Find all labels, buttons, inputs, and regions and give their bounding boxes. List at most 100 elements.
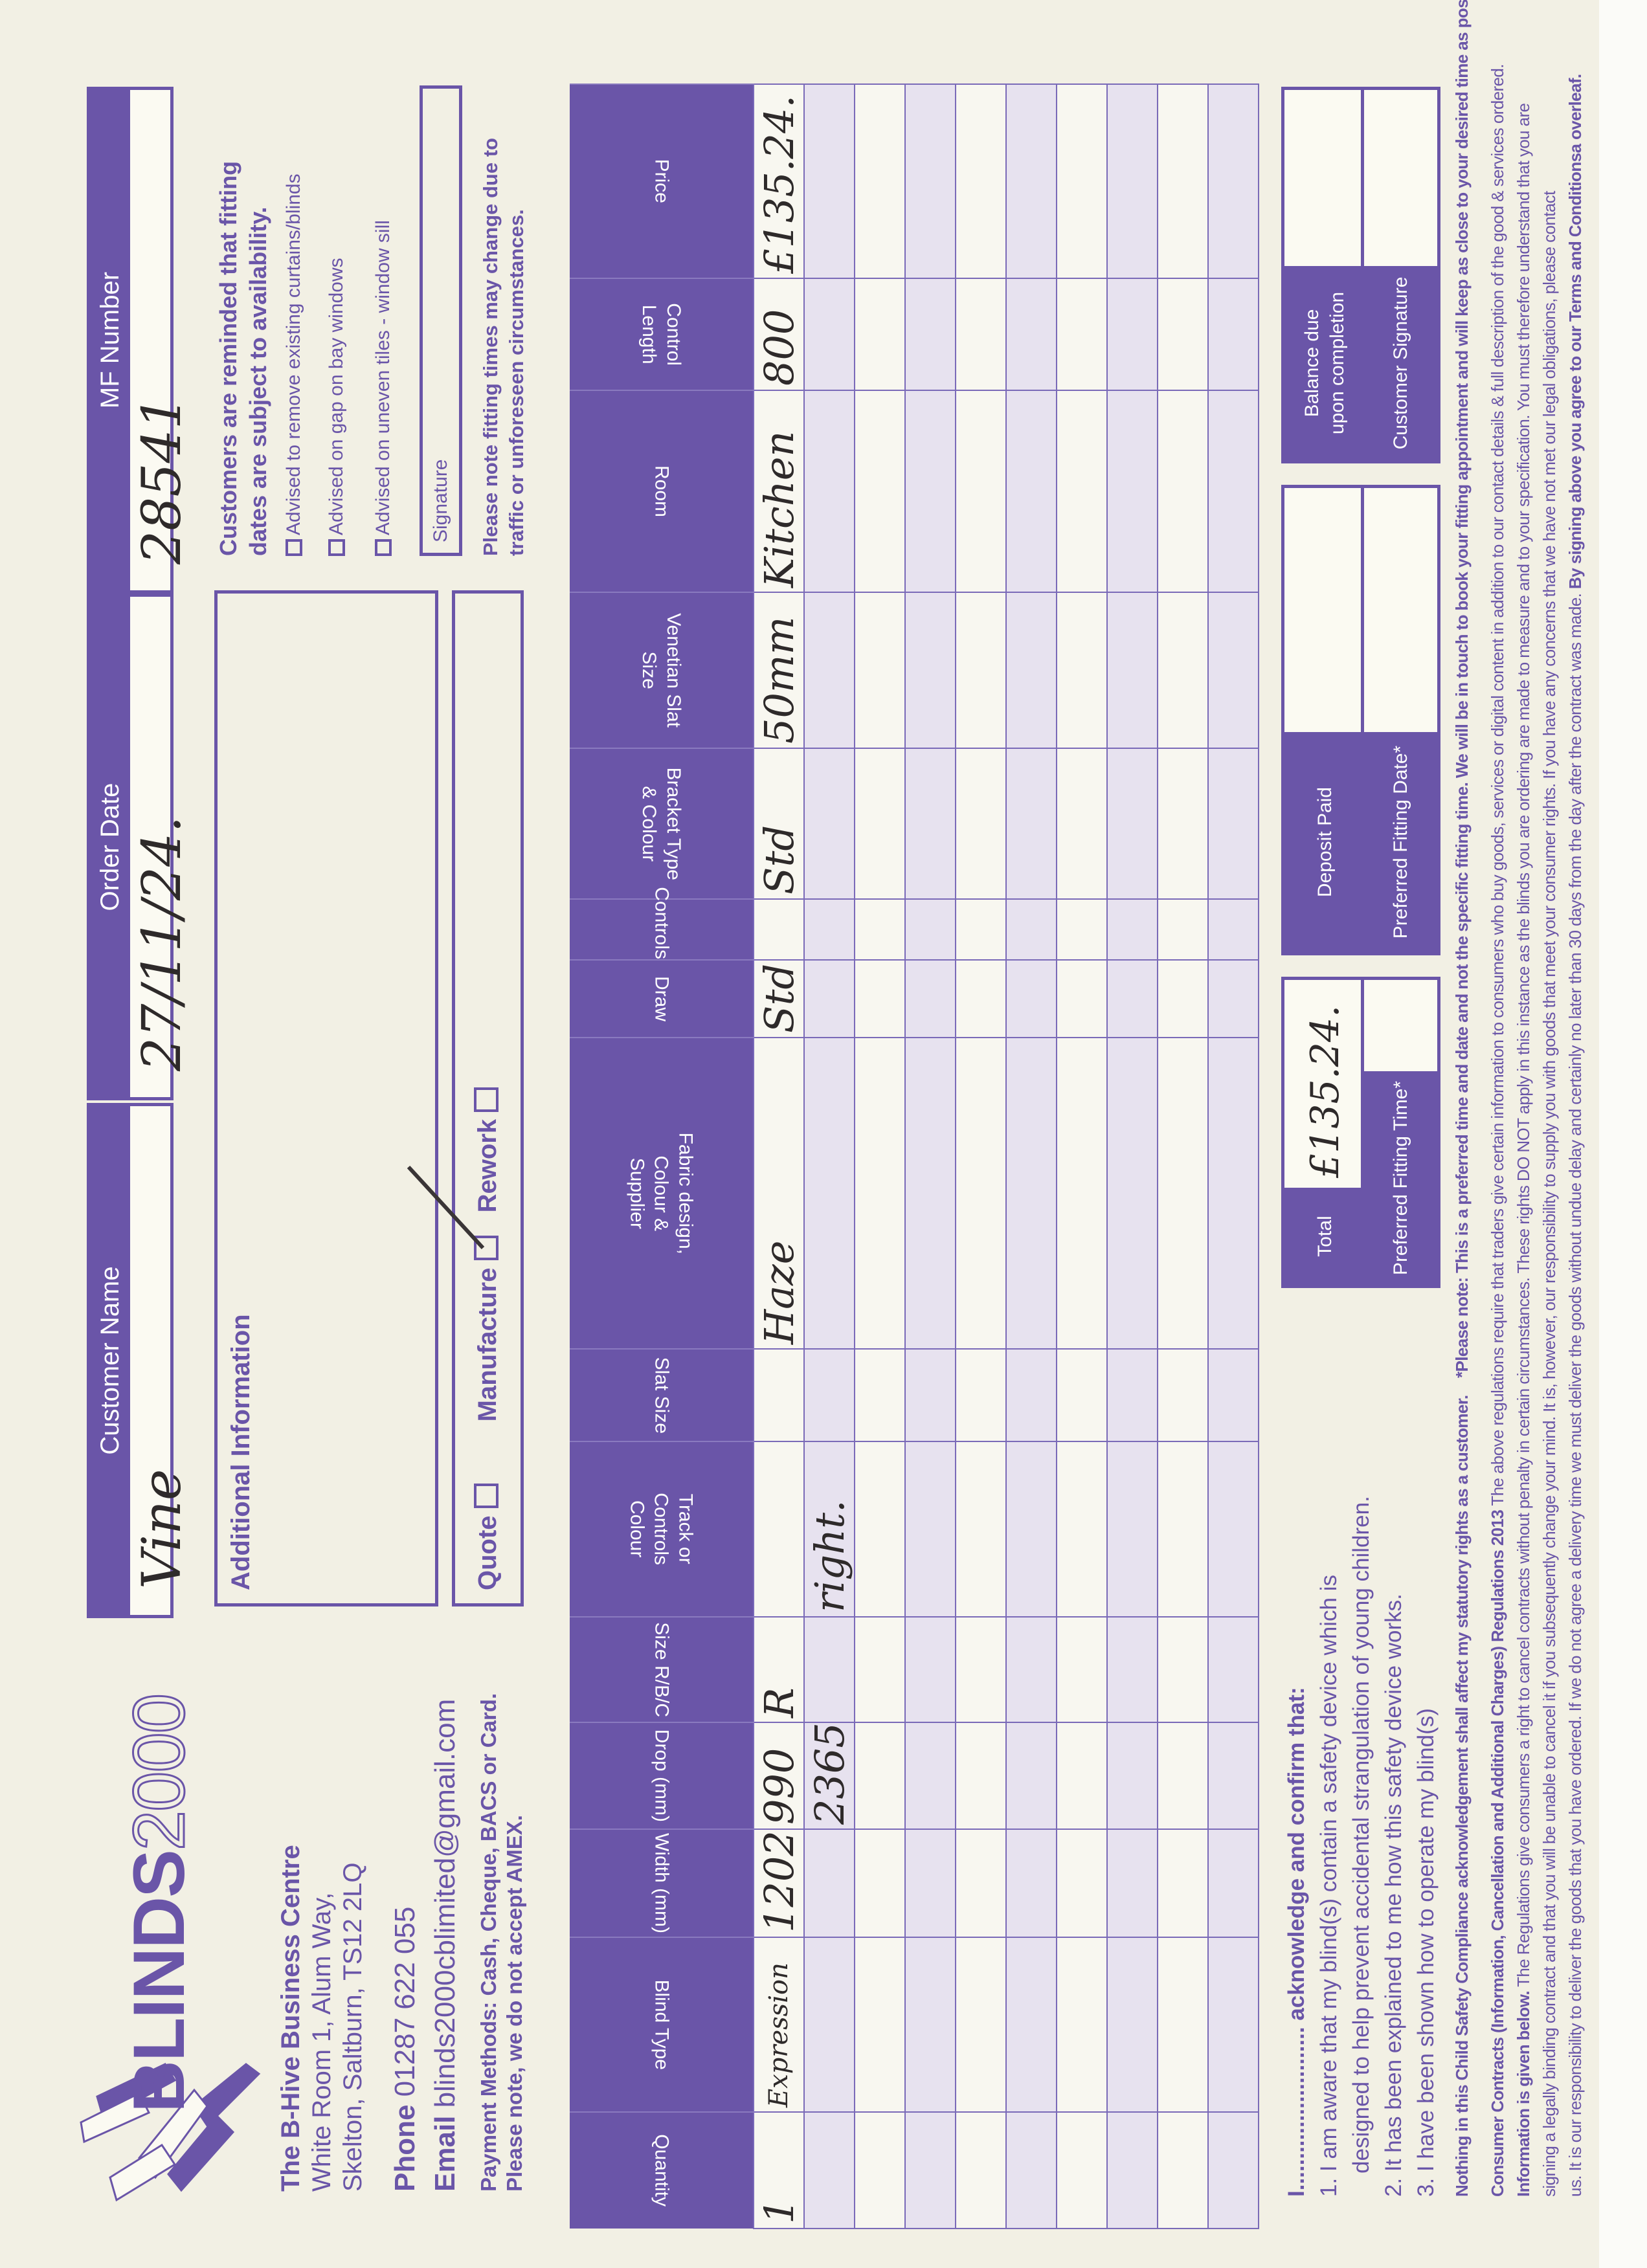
table-cell[interactable] — [855, 1829, 905, 1937]
table-cell[interactable] — [1006, 84, 1057, 278]
table-cell[interactable] — [855, 2112, 905, 2229]
table-cell[interactable] — [1006, 1722, 1057, 1829]
table-cell[interactable] — [1158, 592, 1208, 748]
table-cell[interactable] — [804, 592, 855, 748]
table-cell[interactable] — [1006, 278, 1057, 390]
table-cell[interactable] — [956, 592, 1006, 748]
table-cell[interactable] — [905, 1441, 956, 1617]
advice-item[interactable]: Advised on uneven tiles - window sill — [372, 173, 394, 556]
table-cell[interactable] — [855, 390, 905, 592]
table-cell[interactable] — [1208, 960, 1259, 1038]
table-cell[interactable] — [1057, 1349, 1107, 1441]
table-cell[interactable] — [905, 1349, 956, 1441]
table-cell[interactable]: £135.24. — [754, 84, 804, 278]
table-cell[interactable] — [804, 1617, 855, 1722]
checkbox[interactable] — [375, 539, 392, 556]
table-cell[interactable] — [956, 1617, 1006, 1722]
table-cell[interactable] — [1208, 84, 1259, 278]
email-address[interactable]: blinds2000cblimited@gmail.com — [429, 1698, 461, 2108]
table-cell[interactable] — [855, 1349, 905, 1441]
table-cell[interactable] — [905, 748, 956, 899]
table-cell[interactable] — [855, 899, 905, 960]
table-cell[interactable] — [855, 1441, 905, 1617]
table-cell[interactable]: R — [754, 1617, 804, 1722]
table-cell[interactable]: Std — [754, 748, 804, 899]
manufacture-option[interactable]: Manufacture — [407, 1166, 502, 1421]
table-cell[interactable]: Haze — [754, 1038, 804, 1349]
table-cell[interactable] — [804, 748, 855, 899]
table-cell[interactable] — [1208, 1617, 1259, 1722]
table-cell[interactable] — [1057, 278, 1107, 390]
table-cell[interactable] — [1158, 1937, 1208, 2112]
table-cell[interactable] — [804, 1349, 855, 1441]
table-cell[interactable] — [804, 278, 855, 390]
total-field[interactable]: Total £135.24. — [1281, 977, 1368, 1288]
table-cell[interactable] — [1208, 1722, 1259, 1829]
table-cell[interactable] — [855, 278, 905, 390]
table-cell[interactable] — [1107, 1038, 1158, 1349]
table-cell[interactable] — [1208, 592, 1259, 748]
rework-checkbox[interactable] — [474, 1087, 499, 1112]
table-cell[interactable] — [1006, 1829, 1057, 1937]
table-cell[interactable] — [1107, 390, 1158, 592]
table-cell[interactable] — [956, 278, 1006, 390]
table-cell[interactable] — [1006, 960, 1057, 1038]
table-cell[interactable] — [905, 2112, 956, 2229]
table-cell[interactable]: Std — [754, 960, 804, 1038]
table-cell[interactable] — [1158, 278, 1208, 390]
table-cell[interactable]: 1202 — [754, 1829, 804, 1937]
table-cell[interactable]: Kitchen — [754, 390, 804, 592]
advice-signature-field[interactable]: Signature — [420, 85, 462, 556]
table-cell[interactable] — [1006, 1937, 1057, 2112]
table-cell[interactable]: right. — [804, 1441, 855, 1617]
table-cell[interactable] — [1057, 899, 1107, 960]
table-cell[interactable] — [1057, 84, 1107, 278]
mf-number-field[interactable]: MF Number 28541 — [87, 87, 193, 594]
table-cell[interactable] — [1107, 1441, 1158, 1617]
table-cell[interactable] — [956, 748, 1006, 899]
table-cell[interactable] — [1057, 1038, 1107, 1349]
table-cell[interactable] — [956, 1937, 1006, 2112]
table-cell[interactable] — [1107, 84, 1158, 278]
table-cell[interactable] — [1107, 1349, 1158, 1441]
table-cell[interactable] — [1158, 1349, 1208, 1441]
table-cell[interactable] — [905, 390, 956, 592]
additional-information-box[interactable]: Additional Information — [214, 590, 438, 1606]
table-cell[interactable] — [1107, 748, 1158, 899]
table-cell[interactable]: Expression — [754, 1937, 804, 2112]
table-cell[interactable] — [1158, 960, 1208, 1038]
table-cell[interactable] — [1006, 2112, 1057, 2229]
table-cell[interactable] — [1057, 592, 1107, 748]
table-cell[interactable] — [1006, 1038, 1057, 1349]
table-cell[interactable] — [1208, 1038, 1259, 1349]
table-cell[interactable] — [1107, 1722, 1158, 1829]
table-cell[interactable]: 990 — [754, 1722, 804, 1829]
table-cell[interactable] — [804, 84, 855, 278]
table-cell[interactable] — [1107, 592, 1158, 748]
table-cell[interactable] — [1006, 592, 1057, 748]
table-cell[interactable] — [1158, 1722, 1208, 1829]
table-cell[interactable] — [1107, 1617, 1158, 1722]
table-cell[interactable] — [1158, 84, 1208, 278]
table-cell[interactable] — [1158, 1038, 1208, 1349]
table-cell[interactable] — [804, 1038, 855, 1349]
preferred-fitting-time-field[interactable]: Preferred Fitting Time* — [1361, 977, 1440, 1288]
table-cell[interactable] — [1208, 2112, 1259, 2229]
manufacture-checkbox[interactable] — [407, 1166, 499, 1261]
table-cell[interactable] — [1057, 1937, 1107, 2112]
table-cell[interactable] — [1057, 748, 1107, 899]
table-cell[interactable] — [1158, 1441, 1208, 1617]
table-cell[interactable] — [1006, 1441, 1057, 1617]
table-cell[interactable] — [1057, 1617, 1107, 1722]
deposit-paid-field[interactable]: Deposit Paid — [1281, 485, 1368, 955]
table-cell[interactable]: 2365 — [804, 1722, 855, 1829]
table-cell[interactable] — [1057, 2112, 1107, 2229]
table-cell[interactable] — [956, 84, 1006, 278]
table-cell[interactable] — [804, 1937, 855, 2112]
table-cell[interactable] — [1107, 278, 1158, 390]
table-cell[interactable] — [905, 1617, 956, 1722]
table-cell[interactable] — [1208, 748, 1259, 899]
table-cell[interactable] — [1057, 390, 1107, 592]
table-cell[interactable] — [1006, 390, 1057, 592]
table-cell[interactable] — [754, 1441, 804, 1617]
